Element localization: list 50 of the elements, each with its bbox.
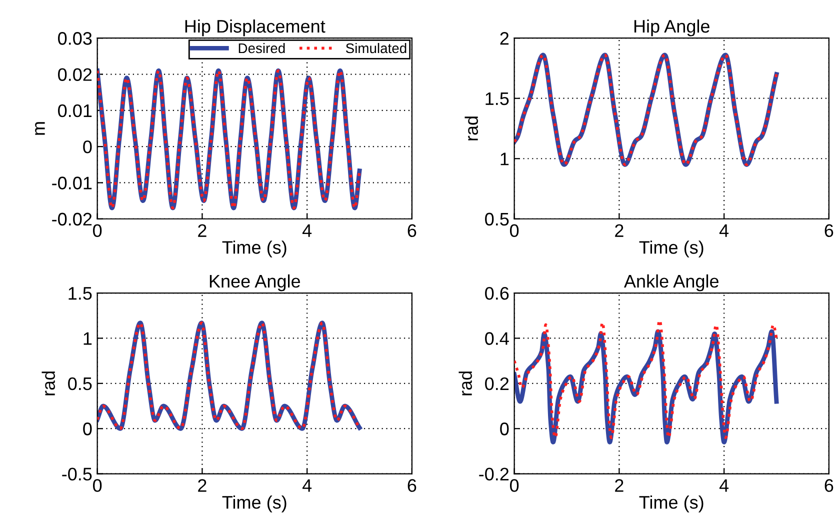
- y-tick-label: 0.01: [58, 104, 92, 118]
- y-tick-label: 0.2: [485, 377, 509, 390]
- chart-title: Hip Angle: [634, 19, 710, 36]
- x-tick-label: 2: [198, 224, 206, 237]
- x-tick-label: 0: [510, 224, 519, 237]
- y-tick-label: 0.5: [485, 212, 509, 226]
- x-tick-label: 6: [408, 224, 416, 237]
- x-tick-label: 4: [302, 479, 312, 492]
- y-tick-label: 0: [500, 422, 509, 436]
- y-tick-label: 0.03: [58, 32, 92, 45]
- x-axis-title: Time (s): [222, 495, 286, 512]
- legend-label: Desired: [238, 42, 285, 54]
- y-tick-label: 0: [83, 140, 92, 154]
- y-tick-label: 0.4: [485, 332, 509, 345]
- x-tick-label: 6: [824, 479, 834, 492]
- y-tick-label: 2: [500, 32, 509, 45]
- x-axis-title: Time (s): [222, 240, 286, 258]
- y-tick-label: 0.6: [485, 286, 509, 300]
- y-tick-label: 0: [83, 422, 92, 436]
- y-tick-label: -0.5: [62, 468, 92, 481]
- x-tick-label: 0: [93, 479, 102, 492]
- y-axis-title: m: [35, 122, 45, 135]
- y-tick-label: 1.5: [486, 92, 509, 106]
- chart-title: Ankle Angle: [624, 274, 719, 292]
- y-tick-label: 1.5: [68, 287, 92, 300]
- x-tick-label: 0: [510, 479, 519, 492]
- legend-label: Simulated: [346, 42, 406, 54]
- chart-title: Hip Displacement: [185, 19, 326, 36]
- y-tick-label: -0.2: [479, 468, 509, 481]
- y-tick-label: 0.02: [58, 68, 92, 81]
- x-tick-label: 6: [824, 224, 834, 237]
- y-tick-label: -0.01: [52, 176, 92, 190]
- x-tick-label: 4: [719, 224, 729, 237]
- x-tick-label: 6: [408, 479, 416, 492]
- y-axis-title: rad: [464, 116, 478, 140]
- x-axis-title: Time (s): [639, 240, 704, 258]
- x-tick-label: 4: [302, 224, 312, 237]
- y-tick-label: 0.5: [68, 377, 92, 390]
- x-tick-label: 2: [615, 479, 624, 492]
- y-axis-title: rad: [42, 372, 56, 396]
- x-tick-label: 4: [719, 479, 729, 492]
- x-tick-label: 0: [93, 224, 102, 237]
- x-tick-label: 2: [198, 479, 206, 492]
- x-tick-label: 2: [615, 224, 624, 237]
- y-tick-label: -0.02: [52, 212, 92, 226]
- y-axis-title: rad: [458, 372, 472, 396]
- y-tick-label: 1: [500, 152, 509, 166]
- x-axis-title: Time (s): [639, 495, 704, 512]
- chart-title: Knee Angle: [210, 274, 300, 292]
- y-tick-label: 1: [84, 332, 92, 345]
